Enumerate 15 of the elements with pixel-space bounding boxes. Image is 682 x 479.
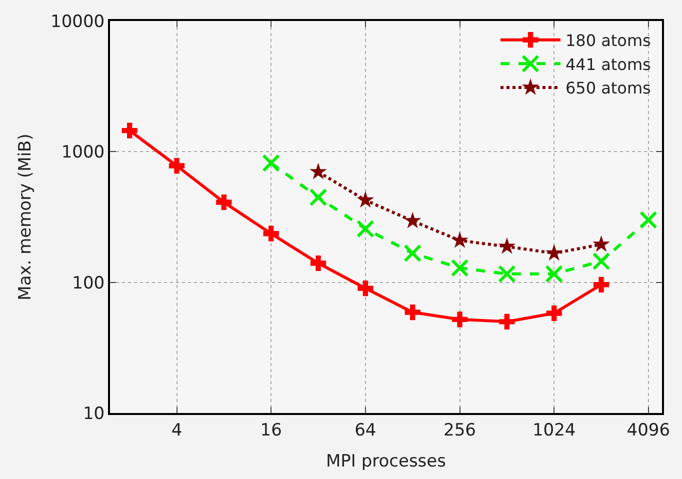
y-tick-label: 10 <box>82 404 105 424</box>
y-axis-title: Max. memory (MiB) <box>16 134 36 300</box>
legend-label: 441 atoms <box>565 54 651 74</box>
x-tick-label: 1024 <box>532 420 576 440</box>
x-tick-label: 256 <box>444 420 476 440</box>
legend-label: 180 atoms <box>565 31 651 50</box>
x-tick-label: 16 <box>260 420 282 440</box>
legend-label: 650 atoms <box>565 78 651 98</box>
y-tick-label: 100 <box>72 273 105 294</box>
x-tick-label: 4 <box>171 420 182 440</box>
x-axis-title: MPI processes <box>326 451 446 472</box>
y-tick-label: 10000 <box>50 12 105 32</box>
y-tick-label: 1000 <box>61 142 105 163</box>
x-tick-label: 4096 <box>626 420 670 440</box>
x-tick-label: 64 <box>354 420 376 440</box>
